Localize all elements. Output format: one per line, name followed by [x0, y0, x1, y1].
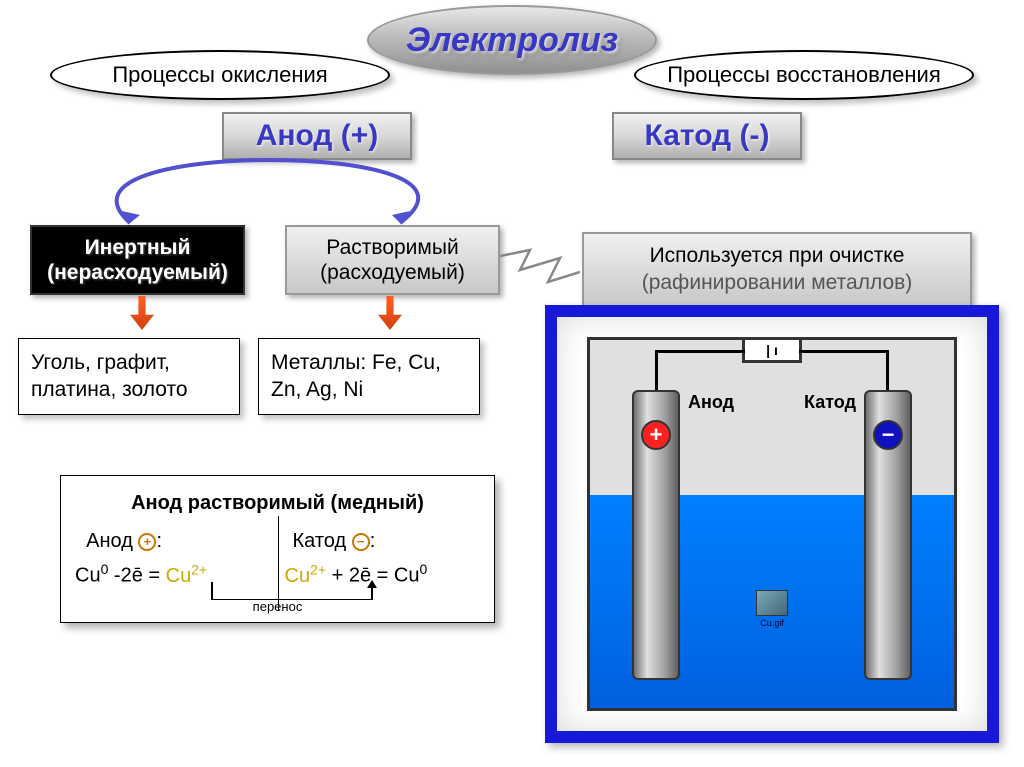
inert-line1: Инертный	[38, 235, 237, 260]
title-pill: Электролиз	[367, 5, 657, 75]
inert-anode-box: Инертный (нерасходуемый)	[30, 225, 245, 295]
eq-cathode-lbl: Катод	[293, 530, 347, 552]
sup: 0	[419, 561, 427, 577]
refine-line2: (рафинировании металлов)	[594, 269, 960, 296]
callout-oxidation-text: Процессы окисления	[112, 62, 327, 88]
refining-box: Используется при очистке (рафинировании …	[582, 232, 972, 307]
file-thumb-icon	[756, 590, 788, 616]
wire	[799, 350, 889, 353]
t: Cu2+	[166, 565, 208, 587]
transfer-arrow-r	[371, 582, 373, 600]
wire	[886, 350, 889, 390]
sup: 2+	[191, 561, 207, 577]
eq-title: Анод растворимый (медный)	[75, 486, 480, 520]
refine-line1: Используется при очистке	[594, 242, 960, 269]
arrow-down-icon	[130, 296, 154, 330]
sup: 2+	[310, 561, 326, 577]
device-cathode-label: Катод	[804, 392, 856, 413]
callout-reduction: Процессы восстановления	[634, 50, 974, 100]
inert-line2: (нерасходуемый)	[38, 260, 237, 285]
soluble-line1: Растворимый	[293, 235, 492, 260]
plus-badge: +	[641, 420, 671, 450]
t: Cu	[166, 565, 192, 587]
inert-examples: Уголь, графит, платина, золото	[18, 338, 240, 415]
electrode-row: Анод (+) Катод (-)	[0, 112, 1024, 160]
t: Cu	[75, 565, 101, 587]
wire	[655, 350, 658, 390]
transfer-arrow-l	[211, 582, 213, 600]
minus-circle-icon: −	[352, 533, 370, 551]
soluble-examples: Металлы: Fe, Cu, Zn, Ag, Ni	[258, 338, 480, 415]
eq-anode-lbl: Анод	[86, 530, 133, 552]
callout-oxidation: Процессы окисления	[50, 50, 390, 100]
title-text: Электролиз	[406, 21, 618, 60]
cathode-box: Катод (-)	[612, 112, 802, 160]
anode-types-row: Инертный (нерасходуемый) Растворимый (ра…	[30, 225, 500, 295]
cathode-label: Катод (-)	[645, 119, 770, 153]
soluble-line2: (расходуемый)	[293, 260, 492, 285]
callout-reduction-text: Процессы восстановления	[667, 62, 941, 88]
anode-label: Анод (+)	[256, 119, 379, 153]
device-frame: | ı + − Анод Катод Cu.gif	[545, 305, 999, 743]
battery-icon: | ı	[742, 337, 802, 363]
t: Cu	[285, 565, 311, 587]
transfer-label: перенос	[253, 596, 303, 618]
minus-badge: −	[873, 420, 903, 450]
eq-anode-header: Анод +:	[75, 524, 263, 558]
t: Cu2+	[285, 565, 327, 587]
soluble-anode-box: Растворимый (расходуемый)	[285, 225, 500, 295]
zigzag-connector	[500, 248, 580, 288]
anode-box: Анод (+)	[222, 112, 412, 160]
file-icon: Cu.gif	[754, 590, 790, 628]
device-inner: | ı + − Анод Катод Cu.gif	[587, 337, 957, 711]
plus-circle-icon: +	[138, 533, 156, 551]
eq-anode-body: Cu0 -2ē = Cu2+	[75, 558, 271, 593]
device-anode-label: Анод	[688, 392, 734, 413]
anode-branch-arrow	[30, 158, 510, 233]
eq-cathode-header: Катод −:	[263, 524, 481, 558]
t: -2ē =	[108, 565, 165, 587]
arrow-down-icon	[378, 296, 402, 330]
wire	[655, 350, 745, 353]
equation-panel: Анод растворимый (медный) Анод +: Катод …	[60, 475, 495, 623]
file-name: Cu.gif	[760, 618, 784, 628]
examples-row: Уголь, графит, платина, золото Металлы: …	[18, 338, 480, 415]
